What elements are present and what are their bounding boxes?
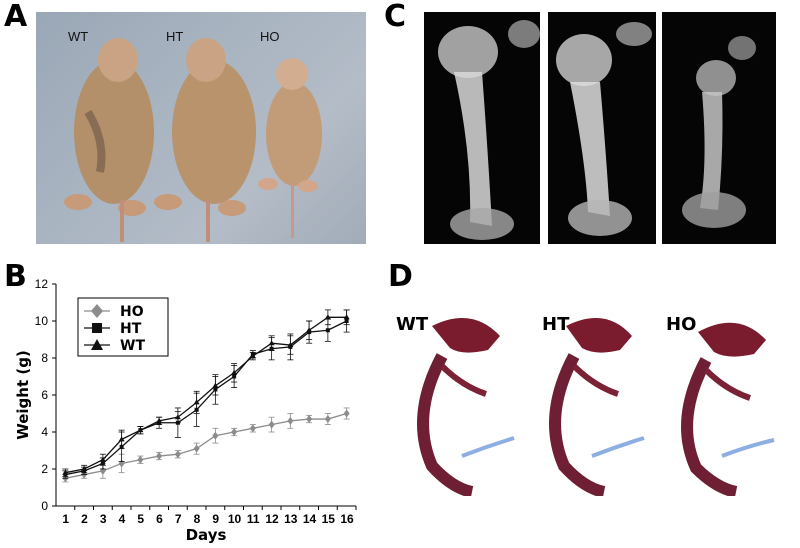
mice-illustration (64, 38, 322, 242)
data-point-ho (324, 415, 331, 424)
wt-mouse (64, 38, 154, 242)
chart-plot (62, 309, 350, 483)
y-tick-label: 12 (35, 278, 49, 291)
data-point-ho (268, 420, 275, 429)
series-line-ho (65, 412, 347, 479)
skeleton-label-ht: HT (542, 314, 570, 335)
photo-label-wt: WT (68, 29, 89, 44)
data-point-wt (212, 382, 219, 388)
x-tick-label: 15 (322, 512, 336, 526)
data-point-wt (193, 399, 200, 405)
y-tick-label: 0 (41, 499, 48, 513)
skeleton-label-wt: WT (396, 314, 429, 335)
x-tick-label: 4 (119, 512, 126, 526)
data-point-ho (193, 444, 200, 453)
panel-d-letter: D (388, 259, 413, 294)
y-axis-label: Weight (g) (14, 350, 32, 440)
ht-skeleton (549, 318, 645, 496)
ht-mouse (154, 38, 256, 242)
x-tick-label: 2 (81, 512, 88, 526)
x-tick-label: 11 (247, 512, 260, 526)
legend-marker-ho (91, 304, 103, 318)
x-tick-label: 10 (228, 512, 242, 526)
x-tick-label: 16 (340, 512, 354, 526)
legend-label-ht: HT (120, 321, 142, 337)
ho-skeleton (681, 322, 775, 496)
data-point-wt (268, 340, 275, 346)
data-point-wt (249, 353, 256, 359)
x-tick-label: 14 (303, 512, 317, 526)
legend-label-wt: WT (120, 338, 145, 354)
ho-mouse (258, 58, 322, 238)
chart-axes: 1 2 3 4 5 6 7 8 9 10 11 12 13 14 15 16024681012DaysWeig… (14, 278, 357, 544)
data-point-wt (62, 469, 69, 475)
photo-label-ho: HO (260, 29, 280, 44)
data-point-ho (249, 424, 256, 433)
data-point-ho (212, 431, 219, 440)
data-point-wt (81, 466, 88, 471)
x-tick-label: 1 (62, 512, 69, 526)
panel-c-letter: C (384, 0, 407, 34)
y-tick-label: 4 (41, 425, 48, 439)
x-tick-label: 5 (137, 512, 144, 526)
series-line-ht (65, 320, 347, 476)
legend-label-ho: HO (120, 304, 144, 320)
y-tick-label: 10 (35, 314, 49, 328)
y-tick-label: 6 (41, 388, 48, 402)
panel-a-letter: A (4, 0, 28, 34)
y-tick-label: 8 (41, 351, 48, 365)
data-point-ho (137, 455, 144, 464)
data-point-wt (174, 414, 181, 420)
series-line-wt (65, 316, 347, 474)
x-tick-label: 13 (284, 512, 298, 526)
xray-ht (548, 12, 656, 244)
data-point-wt (118, 436, 125, 442)
data-point-ho (287, 416, 294, 425)
skeleton-label-ho: HO (666, 314, 697, 335)
xray-wt (424, 12, 540, 244)
data-point-wt (324, 314, 331, 320)
data-point-ho (156, 452, 163, 461)
legend-marker-wt (91, 339, 103, 350)
legend-marker-ht (92, 323, 102, 333)
data-point-wt (343, 314, 350, 320)
data-point-wt (137, 427, 144, 433)
data-point-ho (231, 428, 238, 436)
panel-b-letter: B (4, 259, 27, 294)
data-point-ho (343, 409, 350, 418)
data-point-ho (174, 450, 181, 459)
x-tick-label: 6 (156, 512, 163, 526)
data-point-ht (325, 328, 330, 333)
x-axis-label: Days (186, 526, 227, 544)
data-point-wt (99, 456, 106, 462)
x-tick-label: 8 (194, 512, 201, 526)
data-point-wt (231, 369, 238, 375)
data-point-wt (306, 327, 313, 333)
wt-skeleton (417, 318, 515, 496)
mice-photo: WT HT HO (36, 12, 366, 244)
x-tick-label: 3 (100, 512, 107, 526)
x-tick-label: 9 (212, 512, 219, 526)
skeletal-stain-photo: WT HT HO (392, 296, 792, 496)
xray-ho (662, 12, 776, 244)
data-point-wt (287, 342, 294, 348)
y-tick-label: 2 (41, 462, 48, 476)
photo-label-ht: HT (166, 29, 184, 44)
x-tick-label: 7 (175, 512, 182, 526)
weight-chart: 1 2 3 4 5 6 7 8 9 10 11 12 13 14 15 16024681012DaysWeig… (14, 278, 357, 544)
data-point-ho (306, 415, 313, 424)
data-point-wt (156, 417, 163, 423)
x-tick-label: 12 (265, 512, 279, 526)
